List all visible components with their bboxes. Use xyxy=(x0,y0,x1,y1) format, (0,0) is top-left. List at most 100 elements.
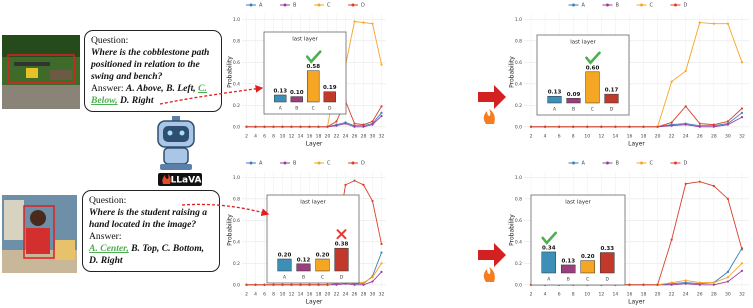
x-tick-label: 10 xyxy=(280,292,286,298)
y-tick-label: 0.6 xyxy=(233,60,240,66)
bar xyxy=(604,93,619,104)
legend-marker xyxy=(283,3,287,7)
y-tick-label: 0.0 xyxy=(233,124,240,130)
inset-title: last layer xyxy=(292,37,318,43)
point xyxy=(712,123,715,126)
bar xyxy=(547,95,562,104)
point xyxy=(740,61,744,64)
x-tick-label: 4 xyxy=(254,292,257,298)
x-tick-label: 12 xyxy=(598,292,604,298)
category-label: B xyxy=(295,106,298,112)
value-label: 0.60 xyxy=(586,65,600,71)
point xyxy=(371,22,374,25)
y-tick-label: 1.0 xyxy=(233,17,240,23)
value-label: 0.20 xyxy=(316,253,330,259)
point xyxy=(380,251,383,254)
point xyxy=(726,123,730,126)
answer-label: Answer: xyxy=(91,83,124,94)
y-tick-label: 0.4 xyxy=(233,81,240,87)
point xyxy=(670,121,673,124)
bar xyxy=(323,91,336,103)
x-tick-label: 22 xyxy=(334,134,340,140)
point xyxy=(698,180,701,183)
question-box: Question: Where is the student raising a… xyxy=(82,190,220,272)
answer-option: B. Top, xyxy=(131,243,160,254)
x-tick-label: 20 xyxy=(325,134,331,140)
point xyxy=(740,116,744,119)
answer-label: Answer: xyxy=(89,231,122,242)
x-tick-label: 24 xyxy=(683,292,689,298)
point xyxy=(353,179,356,182)
point xyxy=(371,123,374,126)
legend-label: B xyxy=(616,161,620,167)
answer-option: A. Above, xyxy=(125,83,164,94)
point xyxy=(371,199,374,203)
value-label: 0.10 xyxy=(290,90,304,96)
point xyxy=(642,125,645,128)
x-tick-label: 8 xyxy=(272,292,275,298)
x-tick-label: 12 xyxy=(289,134,295,140)
point xyxy=(335,120,338,123)
point xyxy=(290,283,293,286)
value-label: 0.34 xyxy=(542,245,556,251)
y-tick-label: 0.8 xyxy=(233,196,240,202)
bar xyxy=(315,258,330,272)
y-tick-label: 0.2 xyxy=(515,261,522,267)
point xyxy=(726,270,730,273)
model-name: LLaVA xyxy=(171,176,202,186)
value-label: 0.38 xyxy=(335,242,349,248)
x-tick-label: 28 xyxy=(361,292,367,298)
x-tick-label: 22 xyxy=(669,292,675,298)
legend-marker xyxy=(317,161,321,165)
y-tick-label: 0.0 xyxy=(515,124,522,130)
category-label: B xyxy=(572,107,575,113)
point xyxy=(684,69,687,73)
point xyxy=(614,125,617,128)
point xyxy=(380,63,383,66)
point xyxy=(670,238,673,241)
y-tick-label: 0.0 xyxy=(515,282,522,288)
point xyxy=(684,105,687,108)
point xyxy=(740,269,744,272)
x-tick-label: 4 xyxy=(254,134,257,140)
point xyxy=(698,125,701,128)
point xyxy=(371,280,374,283)
x-tick-label: 2 xyxy=(245,134,248,140)
bar xyxy=(541,251,557,274)
point xyxy=(670,283,673,286)
x-tick-label: 16 xyxy=(307,134,313,140)
robot-icon xyxy=(157,116,195,170)
x-tick-label: 26 xyxy=(352,292,358,298)
legend-label: B xyxy=(293,3,297,9)
answer-option: D. Right xyxy=(89,255,123,266)
x-axis-label: Layer xyxy=(628,299,645,306)
bar xyxy=(580,260,596,274)
x-tick-label: 2 xyxy=(530,292,533,298)
x-tick-label: 28 xyxy=(711,134,717,140)
point xyxy=(740,248,744,251)
legend-marker xyxy=(606,3,609,7)
category-label: A xyxy=(283,275,287,281)
point xyxy=(272,283,275,286)
legend-marker xyxy=(317,3,321,7)
point xyxy=(344,122,347,125)
legend-marker xyxy=(606,161,609,165)
point xyxy=(558,125,561,128)
point xyxy=(362,123,365,126)
point xyxy=(726,276,730,279)
x-tick-label: 12 xyxy=(289,292,295,298)
x-tick-label: 4 xyxy=(544,134,547,140)
point xyxy=(600,125,603,128)
legend-marker xyxy=(351,3,355,7)
y-tick-label: 0.4 xyxy=(515,239,522,245)
y-axis-label: Probability xyxy=(227,56,234,88)
point xyxy=(712,283,715,286)
model-logo: LLaVA xyxy=(158,173,202,186)
category-label: C xyxy=(591,107,594,113)
point xyxy=(712,281,715,284)
x-tick-label: 32 xyxy=(379,292,385,298)
point xyxy=(380,114,383,118)
series-line xyxy=(531,105,743,128)
